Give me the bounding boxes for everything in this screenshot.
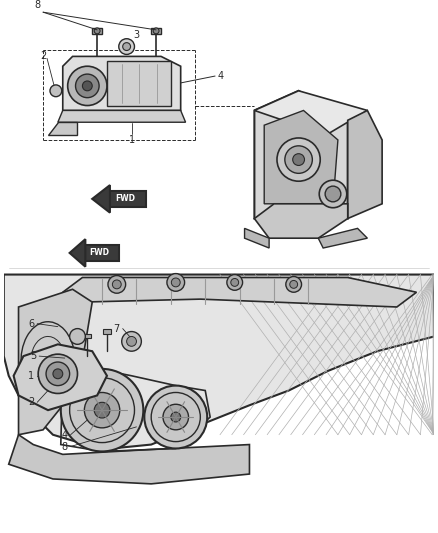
Circle shape xyxy=(293,154,304,165)
Polygon shape xyxy=(48,122,78,135)
Text: 6: 6 xyxy=(28,319,34,329)
Circle shape xyxy=(171,278,180,287)
Polygon shape xyxy=(9,435,250,484)
Polygon shape xyxy=(63,56,181,110)
Circle shape xyxy=(53,369,63,379)
Circle shape xyxy=(119,39,134,54)
Circle shape xyxy=(227,274,243,290)
Text: 5: 5 xyxy=(30,351,36,361)
Bar xyxy=(107,61,171,106)
Text: 8: 8 xyxy=(62,441,68,451)
Circle shape xyxy=(108,276,126,293)
Bar xyxy=(83,334,91,338)
Circle shape xyxy=(94,402,110,418)
Text: 1: 1 xyxy=(128,135,134,145)
Circle shape xyxy=(167,273,184,291)
Circle shape xyxy=(67,66,107,106)
Circle shape xyxy=(319,180,347,208)
Text: 1: 1 xyxy=(28,371,34,381)
Text: FWD: FWD xyxy=(89,248,109,257)
Circle shape xyxy=(82,81,92,91)
Text: 3: 3 xyxy=(134,30,140,39)
Polygon shape xyxy=(107,191,146,207)
Circle shape xyxy=(153,28,159,34)
Circle shape xyxy=(277,138,320,181)
Circle shape xyxy=(123,43,131,51)
Polygon shape xyxy=(58,278,417,312)
Polygon shape xyxy=(70,239,85,266)
Text: 7: 7 xyxy=(114,324,120,334)
Bar xyxy=(92,28,102,34)
Polygon shape xyxy=(58,110,186,122)
Circle shape xyxy=(163,404,188,430)
Circle shape xyxy=(38,354,78,393)
Polygon shape xyxy=(4,274,434,449)
Polygon shape xyxy=(14,344,107,410)
Polygon shape xyxy=(254,91,348,219)
Polygon shape xyxy=(348,110,382,219)
Bar xyxy=(151,28,161,34)
Circle shape xyxy=(46,362,70,385)
Bar xyxy=(103,329,111,334)
Polygon shape xyxy=(18,289,92,435)
Polygon shape xyxy=(82,245,119,261)
Circle shape xyxy=(171,412,181,422)
Circle shape xyxy=(85,392,120,428)
Text: 2: 2 xyxy=(40,51,46,61)
Circle shape xyxy=(144,385,207,448)
Circle shape xyxy=(75,74,99,98)
Circle shape xyxy=(61,369,143,451)
Circle shape xyxy=(94,28,100,34)
Text: 8: 8 xyxy=(34,0,40,10)
Circle shape xyxy=(113,280,121,289)
Polygon shape xyxy=(244,228,269,248)
Circle shape xyxy=(290,280,297,288)
Circle shape xyxy=(122,332,141,351)
Text: FWD: FWD xyxy=(116,195,136,204)
Text: 4: 4 xyxy=(218,71,224,81)
Circle shape xyxy=(286,277,301,292)
Circle shape xyxy=(231,278,239,286)
Text: 2: 2 xyxy=(28,397,35,407)
Circle shape xyxy=(285,146,312,173)
Polygon shape xyxy=(254,91,367,135)
Circle shape xyxy=(50,85,62,96)
Polygon shape xyxy=(264,110,338,204)
Circle shape xyxy=(325,186,341,202)
Circle shape xyxy=(127,336,137,346)
Polygon shape xyxy=(92,185,110,213)
Polygon shape xyxy=(318,228,367,248)
Circle shape xyxy=(70,329,85,344)
Text: 4: 4 xyxy=(62,430,68,440)
Polygon shape xyxy=(254,204,348,238)
